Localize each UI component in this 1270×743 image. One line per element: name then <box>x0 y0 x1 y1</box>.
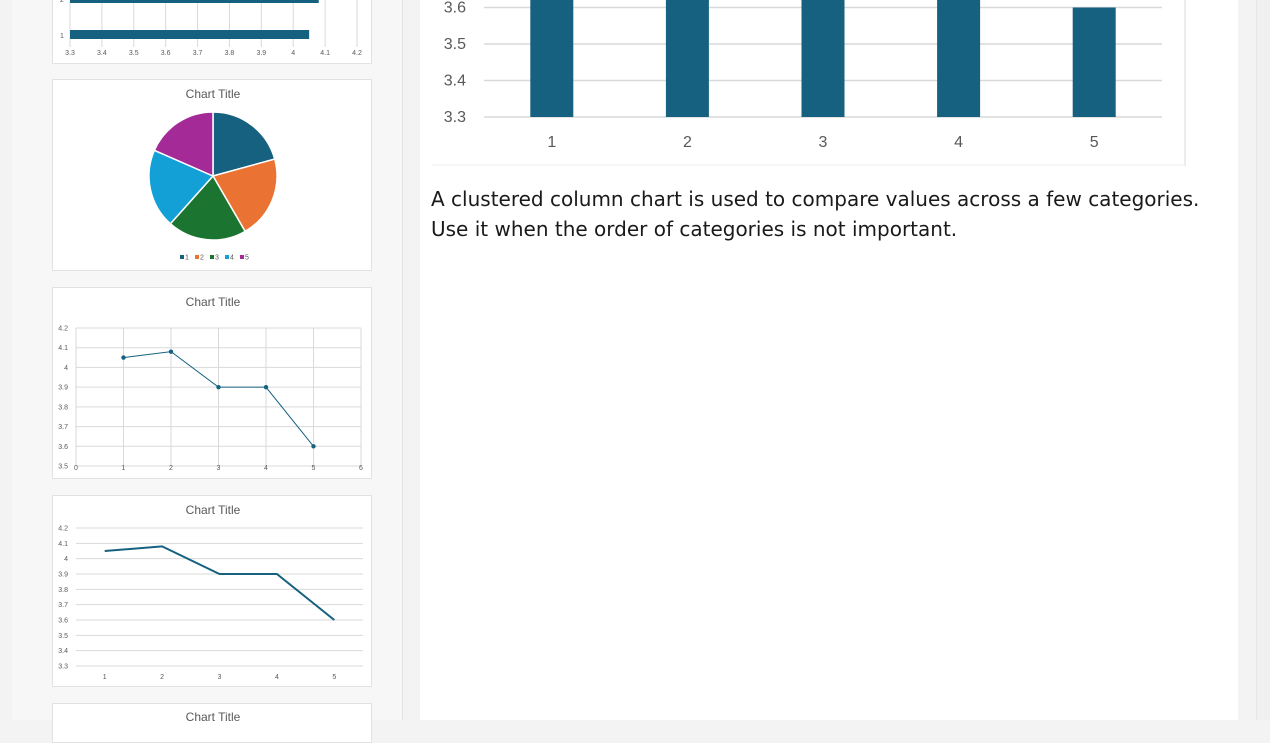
column-bar <box>937 0 981 117</box>
bar <box>70 0 319 3</box>
y-tick-label: 3.8 <box>58 404 68 411</box>
x-tick-label: 4 <box>954 134 963 151</box>
y-tick-label: 4.2 <box>58 326 68 333</box>
chart-title: Chart Title <box>186 295 241 309</box>
legend-swatch <box>195 255 199 259</box>
x-tick-label: 2 <box>683 134 692 151</box>
pie-slice <box>169 174 247 241</box>
y-tick-label: 3.3 <box>58 664 68 671</box>
y-tick-label: 3.7 <box>58 602 68 609</box>
x-tick-label: 1 <box>103 674 107 681</box>
series-line <box>104 545 335 621</box>
pie-slice <box>211 158 278 233</box>
legend-swatch <box>240 255 244 259</box>
line-chart-thumbnail[interactable]: Chart Title 3.3 3.4 3.5 3.6 3.7 3.8 3.9 4 4.1 4.2… <box>52 495 372 687</box>
x-tick-label: 3.9 <box>256 50 266 57</box>
x-tick-label: 2 <box>160 674 164 681</box>
column-chart-preview: 3.3 3.4 3.5 3.6 1 2 3 4 5 <box>420 0 1188 166</box>
x-tick-label: 3 <box>218 674 222 681</box>
column-bar <box>1072 7 1116 117</box>
x-tick-label: 3 <box>819 134 828 151</box>
y-tick-label: 3.6 <box>58 444 68 451</box>
chart-description: A clustered column chart is used to comp… <box>431 187 1200 241</box>
scrollbar[interactable] <box>1256 0 1270 720</box>
x-tick-label: 4 <box>291 50 295 57</box>
y-tick-label: 3.4 <box>58 648 68 655</box>
chart-title: Chart Title <box>186 503 241 517</box>
x-tick-label: 4.1 <box>320 50 330 57</box>
x-tick-label: 3.7 <box>193 50 203 57</box>
x-tick-label: 3 <box>217 465 221 472</box>
legend-label: 2 <box>200 255 204 262</box>
y-tick-label: 3.7 <box>58 424 68 431</box>
y-tick-label: 3.3 <box>444 109 466 126</box>
x-tick-label: 3.4 <box>97 50 107 57</box>
legend-swatch <box>180 255 184 259</box>
x-tick-label: 4 <box>275 674 279 681</box>
next-chart-thumbnail[interactable]: Chart Title <box>52 703 372 743</box>
data-point <box>168 349 174 354</box>
x-tick-label: 3.3 <box>65 50 75 57</box>
y-tick-label: 4 <box>64 365 68 372</box>
data-point <box>216 384 221 390</box>
pie-slice <box>153 111 214 178</box>
y-tick-label: 2 <box>60 0 64 4</box>
legend-label: 4 <box>230 255 234 262</box>
x-tick-label: 3.6 <box>161 50 171 57</box>
y-tick-label: 3.9 <box>58 385 68 392</box>
data-point <box>121 355 126 360</box>
x-tick-label: 2 <box>169 465 173 472</box>
y-tick-label: 4.1 <box>58 541 68 548</box>
y-tick-label: 3.5 <box>444 36 466 53</box>
x-tick-label: 0 <box>74 465 78 472</box>
legend-label: 5 <box>245 255 249 262</box>
y-tick-label: 3.5 <box>58 464 68 471</box>
legend-label: 3 <box>215 255 219 262</box>
x-tick-label: 4 <box>264 465 268 472</box>
x-tick-label: 3.5 <box>129 50 139 57</box>
x-tick-label: 4.2 <box>352 50 362 57</box>
y-tick-label: 4.2 <box>58 526 68 533</box>
y-tick-label: 4 <box>64 556 68 563</box>
pie-chart-thumbnail[interactable]: Chart Title 1 2 3 4 5 <box>52 79 372 271</box>
legend-swatch <box>210 255 214 259</box>
chart-title: Chart Title <box>186 710 241 724</box>
bar-chart-thumbnail[interactable]: 3.3 3.4 3.5 3.6 3.7 3.8 3.9 4 4.1 4.2 1 2 <box>52 0 372 64</box>
x-tick-label: 5 <box>332 674 336 681</box>
column-bar <box>530 0 574 117</box>
chart-title: Chart Title <box>186 87 241 101</box>
column-bar <box>801 0 845 117</box>
scatter-chart-thumbnail[interactable]: Chart Title 3.5 3.6 3.7 3.8 3.9 4 4.1 4.2 0 1 2 3 4 5… <box>52 287 372 479</box>
bar <box>70 30 310 39</box>
y-tick-label: 3.5 <box>58 633 68 640</box>
legend-swatch <box>225 255 229 259</box>
data-point <box>311 444 316 449</box>
chart-type-gallery: 3.3 3.4 3.5 3.6 3.7 3.8 3.9 4 4.1 4.2 1 2 Chart Tit… <box>12 0 403 743</box>
chart-preview-pane <box>420 0 1238 720</box>
x-tick-label: 3.8 <box>225 50 235 57</box>
pie-slice <box>212 111 276 177</box>
x-tick-label: 5 <box>1090 134 1099 151</box>
y-tick-label: 3.6 <box>58 618 68 625</box>
x-tick-label: 1 <box>547 134 556 151</box>
y-tick-label: 3.6 <box>444 0 466 17</box>
pie-slice <box>148 149 215 225</box>
column-bar <box>665 0 709 118</box>
legend-label: 1 <box>185 255 189 262</box>
x-tick-label: 6 <box>359 465 363 472</box>
y-tick-label: 4.1 <box>58 345 68 352</box>
x-tick-label: 5 <box>312 465 316 472</box>
y-tick-label: 3.9 <box>58 572 68 579</box>
data-point <box>263 384 269 390</box>
y-tick-label: 3.8 <box>58 587 68 594</box>
y-tick-label: 1 <box>60 33 64 40</box>
y-tick-label: 3.4 <box>444 73 466 90</box>
x-tick-label: 1 <box>122 465 126 472</box>
